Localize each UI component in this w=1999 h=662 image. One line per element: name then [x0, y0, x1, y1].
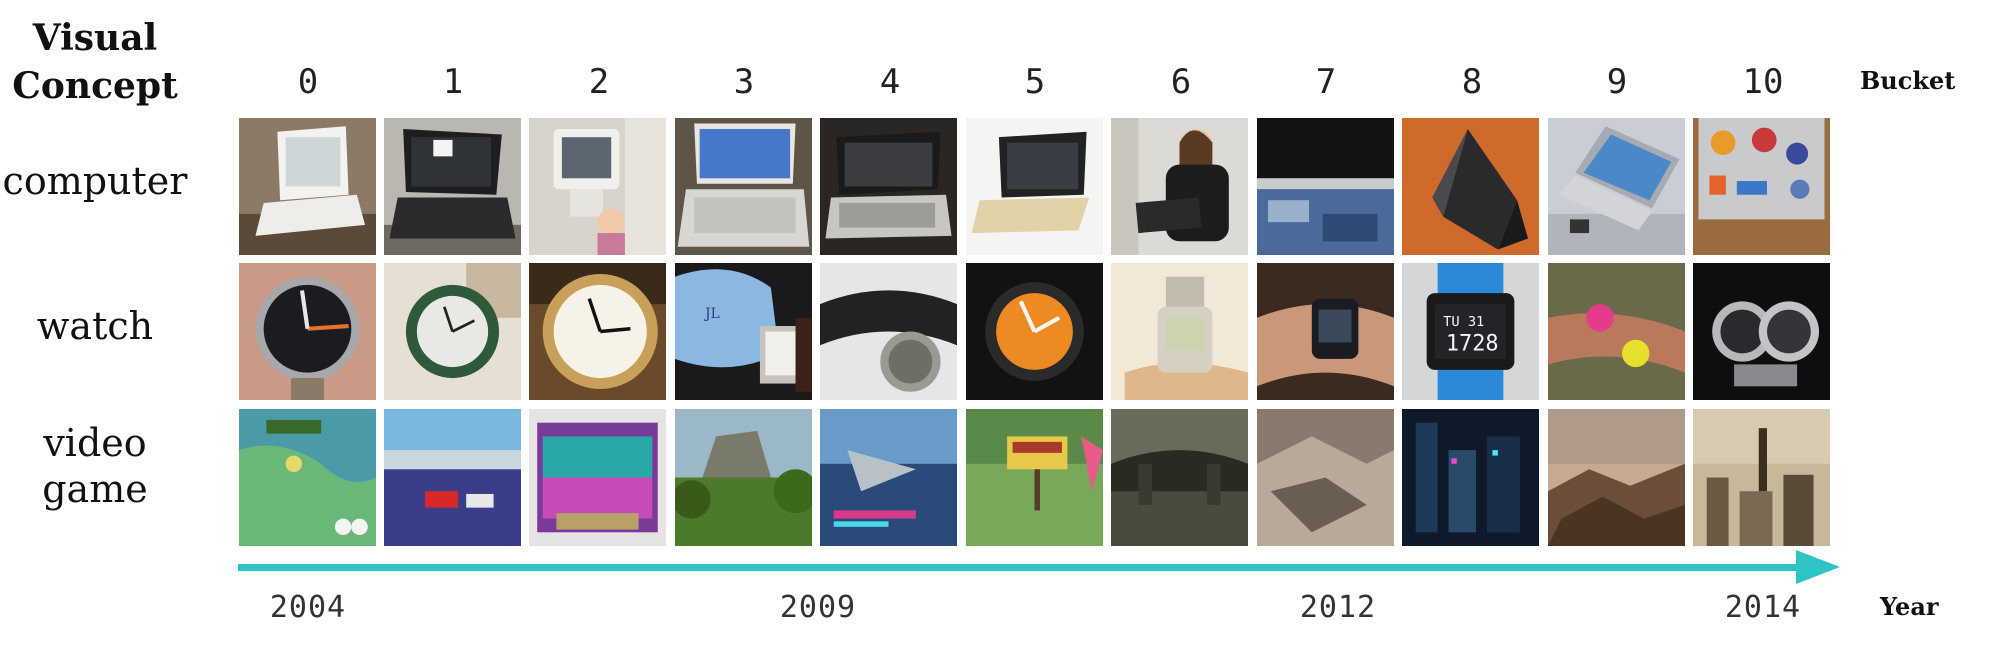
- image-computer-bucket-0: [239, 118, 376, 255]
- image-video-game-bucket-7: [1257, 409, 1394, 546]
- image-video-game-bucket-0: [239, 409, 376, 546]
- image-video-game-bucket-9: [1548, 409, 1685, 546]
- year-label: 2014: [1724, 590, 1802, 625]
- row-label-computer: computer: [0, 158, 190, 204]
- image-computer-bucket-5: [966, 118, 1103, 255]
- image-watch-bucket-4: [820, 263, 957, 400]
- image-video-game-bucket-4: [820, 409, 957, 546]
- image-watch-bucket-6: [1111, 263, 1248, 400]
- visual-concept-header-line2: Concept: [12, 65, 178, 107]
- bucket-number: 2: [588, 62, 610, 102]
- year-label: 2004: [269, 590, 347, 625]
- image-video-game-bucket-8: [1402, 409, 1539, 546]
- bucket-number: 6: [1170, 62, 1192, 102]
- image-watch-bucket-1: [384, 263, 521, 400]
- svg-text:1728: 1728: [1446, 332, 1499, 357]
- timeline-arrow-head: [1796, 550, 1840, 584]
- bucket-number: 0: [297, 62, 319, 102]
- image-video-game-bucket-1: [384, 409, 521, 546]
- image-computer-bucket-10: [1693, 118, 1830, 255]
- image-computer-bucket-3: [675, 118, 812, 255]
- year-header: Year: [1880, 592, 1939, 621]
- image-computer-bucket-7: [1257, 118, 1394, 255]
- svg-text:JL: JL: [703, 306, 720, 322]
- row-label-line: game: [42, 467, 148, 511]
- image-computer-bucket-8: [1402, 118, 1539, 255]
- image-video-game-bucket-6: [1111, 409, 1248, 546]
- row-label-watch: watch: [0, 303, 190, 349]
- svg-text:TU 31: TU 31: [1443, 314, 1484, 330]
- image-watch-bucket-2: [529, 263, 666, 400]
- image-video-game-bucket-2: [529, 409, 666, 546]
- bucket-number: 4: [879, 62, 901, 102]
- image-computer-bucket-2: [529, 118, 666, 255]
- image-watch-bucket-9: [1548, 263, 1685, 400]
- year-label: 2012: [1299, 590, 1377, 625]
- visual-concept-header: Visual Concept: [0, 14, 190, 110]
- bucket-number: 5: [1024, 62, 1046, 102]
- image-computer-bucket-6: [1111, 118, 1248, 255]
- year-label: 2009: [779, 590, 857, 625]
- row-label-video-game: video game: [0, 420, 190, 512]
- timeline-arrow-line: [238, 564, 1803, 571]
- bucket-number: 3: [733, 62, 755, 102]
- image-computer-bucket-9: [1548, 118, 1685, 255]
- image-video-game-bucket-3: [675, 409, 812, 546]
- image-watch-bucket-5: [966, 263, 1103, 400]
- bucket-number: 1: [442, 62, 464, 102]
- image-video-game-bucket-5: [966, 409, 1103, 546]
- image-watch-bucket-7: [1257, 263, 1394, 400]
- image-watch-bucket-0: [239, 263, 376, 400]
- row-label-line: video: [43, 421, 147, 465]
- row-label-line: computer: [2, 159, 188, 203]
- row-label-line: watch: [36, 304, 154, 348]
- bucket-number: 9: [1606, 62, 1628, 102]
- bucket-number: 10: [1742, 62, 1784, 102]
- image-watch-bucket-10: [1693, 263, 1830, 400]
- image-video-game-bucket-10: [1693, 409, 1830, 546]
- image-watch-bucket-3: JL: [675, 263, 812, 400]
- bucket-number: 8: [1461, 62, 1483, 102]
- image-computer-bucket-4: [820, 118, 957, 255]
- bucket-number: 7: [1315, 62, 1337, 102]
- image-watch-bucket-8: TU 31 1728: [1402, 263, 1539, 400]
- bucket-header: Bucket: [1860, 66, 1956, 95]
- visual-concept-header-line1: Visual: [32, 17, 158, 59]
- image-computer-bucket-1: [384, 118, 521, 255]
